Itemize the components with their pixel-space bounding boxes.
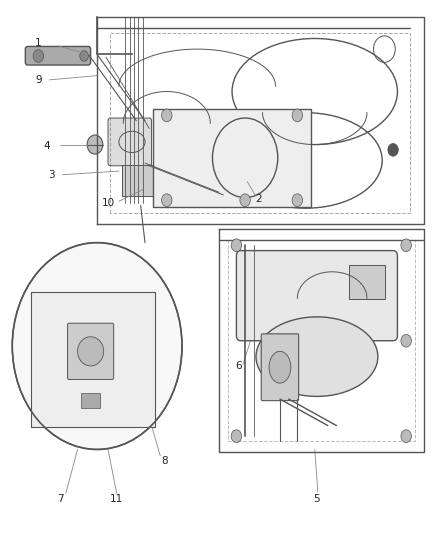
Text: 7: 7 (57, 494, 64, 504)
Circle shape (33, 50, 44, 62)
Circle shape (12, 243, 182, 449)
FancyBboxPatch shape (25, 46, 91, 65)
FancyBboxPatch shape (261, 334, 299, 401)
FancyBboxPatch shape (67, 323, 114, 379)
Circle shape (231, 239, 242, 252)
FancyBboxPatch shape (237, 251, 397, 341)
Ellipse shape (78, 337, 104, 366)
Text: 8: 8 (161, 456, 168, 466)
Ellipse shape (256, 317, 378, 397)
Circle shape (401, 334, 411, 347)
Circle shape (292, 109, 303, 122)
Text: 9: 9 (35, 75, 42, 85)
Text: 5: 5 (313, 494, 319, 504)
Text: 2: 2 (255, 194, 261, 204)
FancyBboxPatch shape (153, 109, 311, 207)
Circle shape (401, 430, 411, 442)
FancyBboxPatch shape (81, 393, 100, 408)
FancyBboxPatch shape (108, 118, 152, 166)
FancyBboxPatch shape (349, 265, 385, 300)
FancyBboxPatch shape (122, 165, 155, 196)
Text: 10: 10 (102, 198, 115, 208)
Circle shape (162, 109, 172, 122)
Text: 4: 4 (44, 141, 50, 151)
Text: 1: 1 (35, 38, 42, 49)
Text: 6: 6 (235, 361, 242, 370)
Ellipse shape (269, 351, 291, 383)
Circle shape (162, 194, 172, 207)
Circle shape (231, 430, 242, 442)
Text: 11: 11 (110, 494, 124, 504)
Circle shape (401, 239, 411, 252)
Circle shape (240, 194, 251, 207)
Circle shape (87, 135, 103, 154)
Circle shape (292, 194, 303, 207)
Circle shape (80, 51, 88, 61)
Circle shape (257, 191, 268, 204)
Text: 3: 3 (48, 170, 55, 180)
FancyBboxPatch shape (31, 292, 155, 426)
Circle shape (388, 143, 398, 156)
